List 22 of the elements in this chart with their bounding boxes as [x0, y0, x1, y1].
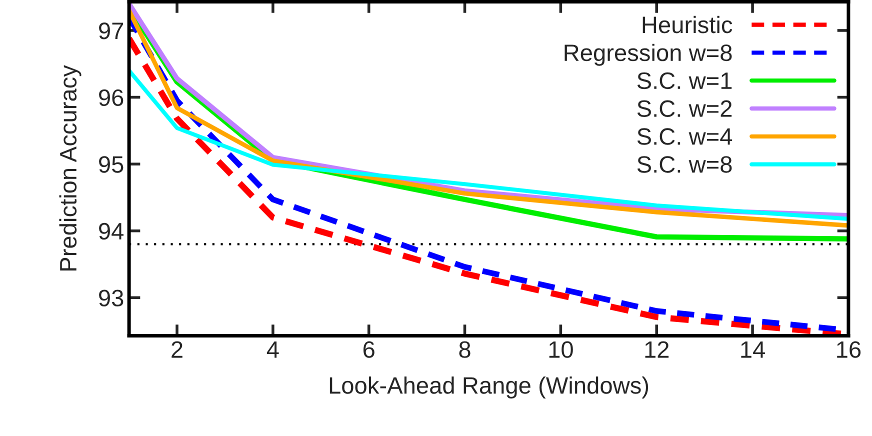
- legend-label: Regression w=8: [564, 44, 732, 66]
- x-tick-label: 16: [837, 341, 861, 358]
- x-tick-label: 4: [266, 341, 279, 358]
- legend-label: Heuristic: [642, 16, 732, 34]
- x-tick-label: 14: [741, 341, 765, 358]
- line-series: [129, 68, 848, 221]
- legend-label: S.C. w=2: [637, 100, 732, 117]
- y-tick-label: 96: [99, 89, 124, 106]
- y-tick-label: 93: [99, 290, 124, 306]
- y-tick-label: 95: [99, 156, 124, 173]
- legend-label: S.C. w=4: [637, 128, 732, 145]
- x-axis-title: Look-Ahead Range (Windows): [330, 376, 648, 398]
- y-tick-label: 97: [99, 22, 124, 40]
- x-tick-label: 6: [363, 341, 374, 358]
- y-axis-title: Prediction Accuracy: [59, 65, 82, 270]
- x-tick-label: 2: [172, 341, 182, 358]
- x-tick-label: 8: [459, 341, 470, 358]
- legend-label: S.C. w=1: [637, 72, 732, 90]
- x-tick-label: 10: [549, 341, 573, 358]
- legend-label: S.C. w=8: [637, 156, 732, 173]
- x-tick-label: 12: [645, 341, 669, 358]
- y-tick-label: 94: [99, 222, 124, 240]
